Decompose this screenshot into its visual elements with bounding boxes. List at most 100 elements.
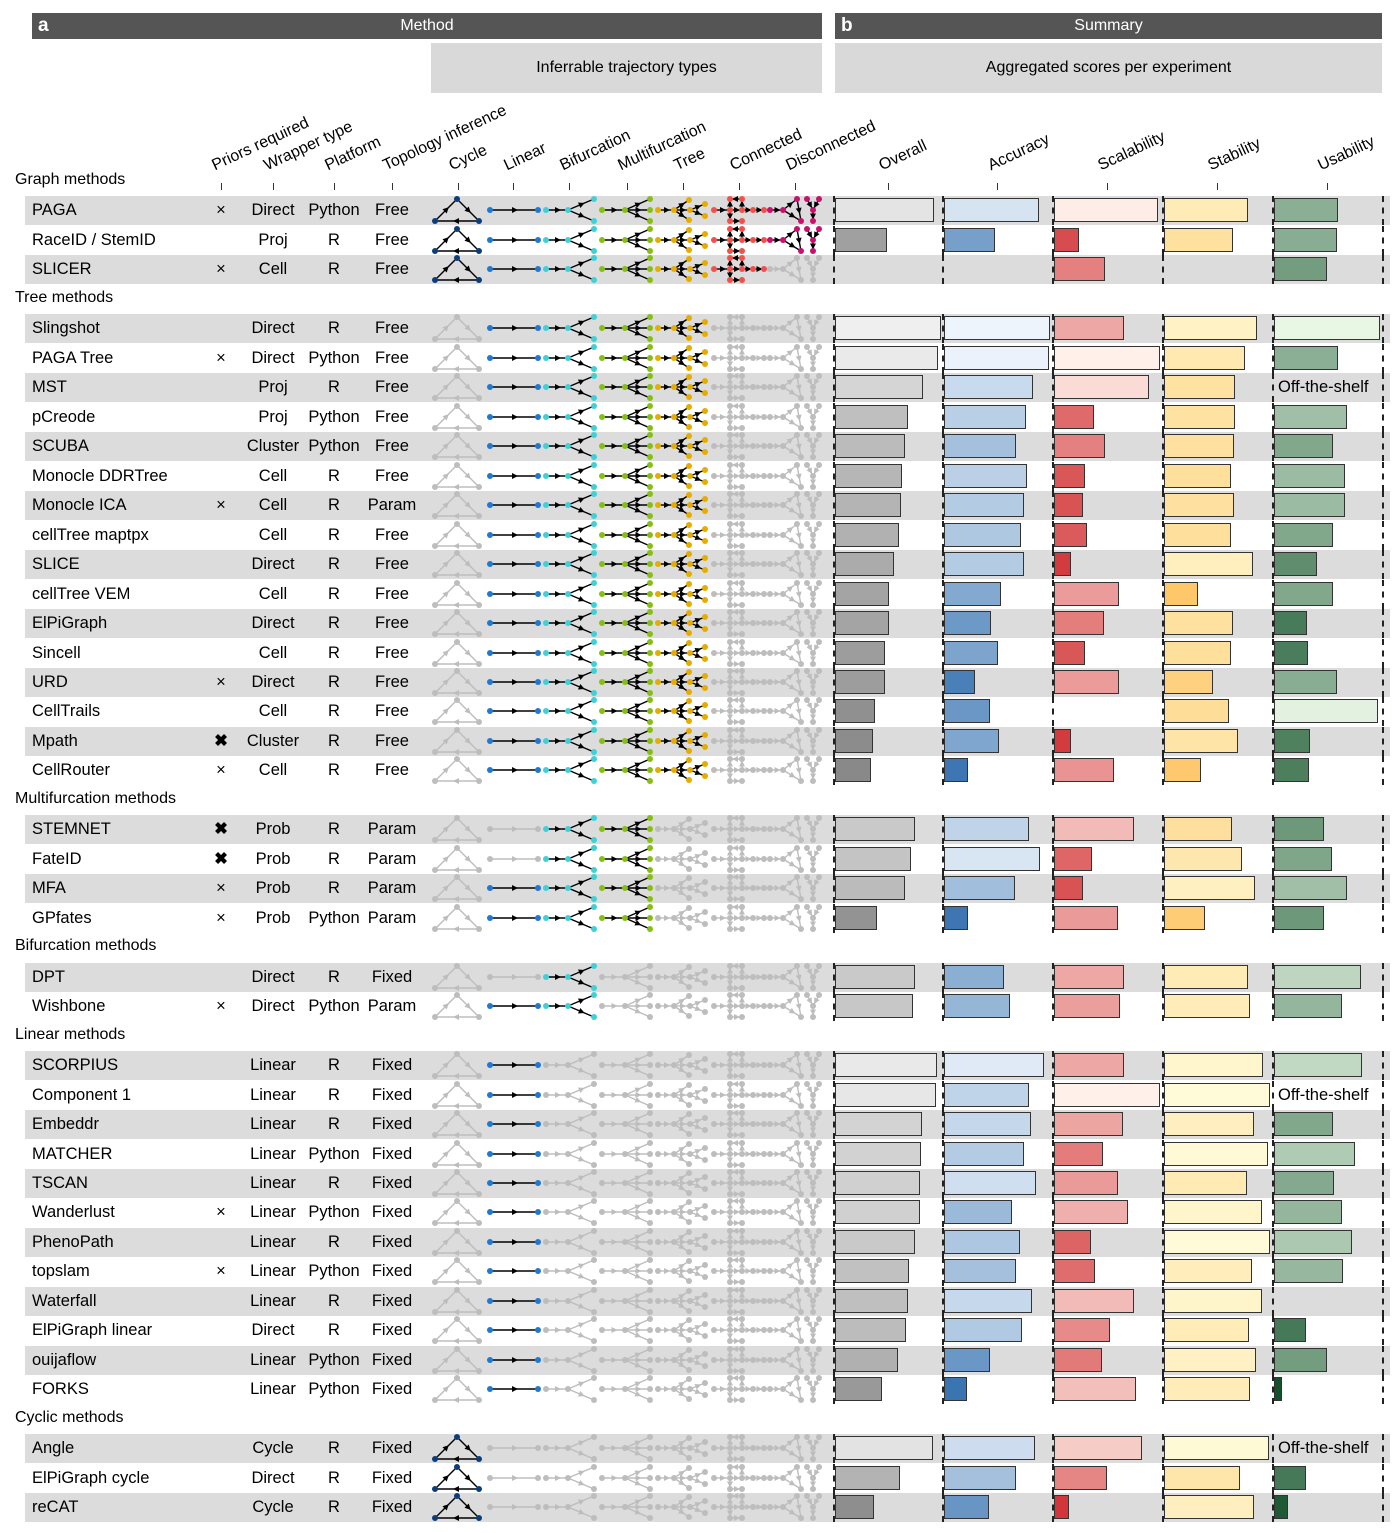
platform: R (328, 1232, 340, 1251)
multifurcation-trajectory-icon (599, 1463, 653, 1492)
accuracy-score-bar (944, 434, 1017, 459)
scalability-score-bar (1054, 817, 1134, 842)
connected-trajectory-icon (711, 962, 767, 991)
stability-score-bar (1164, 1170, 1247, 1195)
axis-dash (1272, 1168, 1274, 1198)
axis-dash (1052, 638, 1054, 668)
axis-dash (1052, 667, 1054, 697)
disconnected-trajectory-icon (767, 1139, 822, 1168)
axis-dash (942, 196, 944, 226)
tick-linear (513, 183, 514, 190)
accuracy-score-bar (944, 640, 999, 665)
accuracy-score-bar (944, 345, 1049, 370)
axis-dash (1052, 1139, 1054, 1169)
bifurcation-trajectory-icon (543, 1110, 597, 1139)
overall-score-bar (835, 198, 934, 223)
linear-trajectory-icon (487, 1474, 541, 1481)
axis-dash (1162, 1139, 1164, 1169)
axis-dash (1162, 1110, 1164, 1140)
axis-dash (1162, 491, 1164, 521)
axis-dash (1382, 815, 1384, 845)
axis-dash (1162, 1051, 1164, 1081)
linear-trajectory-icon (487, 1327, 541, 1334)
wrapper-type: Linear (250, 1085, 296, 1104)
connected-trajectory-icon (711, 314, 767, 343)
disconnected-trajectory-icon (767, 992, 822, 1021)
method-name: Waterfall (32, 1291, 97, 1310)
axis-dash (1382, 373, 1384, 403)
stability-score-bar (1164, 699, 1229, 724)
axis-dash (1052, 196, 1054, 226)
axis-dash (1382, 1080, 1384, 1110)
method-name: GPfates (32, 908, 92, 927)
usability-score-bar (1274, 1200, 1342, 1225)
axis-dash (833, 1080, 835, 1110)
axis-dash (1162, 874, 1164, 904)
axis-dash (942, 1198, 944, 1228)
method-row: Monocle ICA × Cell R Param (25, 491, 1390, 521)
cycle-trajectory-icon (432, 225, 482, 254)
accuracy-score-bar (944, 316, 1050, 341)
connected-trajectory-icon (711, 1168, 767, 1197)
axis-dash (942, 874, 944, 904)
column-label-cycle: Cycle (446, 141, 490, 175)
topology-inference: Free (375, 437, 409, 456)
axis-dash (833, 1198, 835, 1228)
axis-dash (1382, 314, 1384, 344)
method-row: CellTrails Cell R Free (25, 697, 1390, 727)
axis-dash (1162, 1286, 1164, 1316)
tree-trajectory-icon (655, 1317, 708, 1344)
axis-dash (1272, 844, 1274, 874)
bifurcation-trajectory-icon (543, 1316, 597, 1345)
axis-dash (1272, 697, 1274, 727)
method-name: FORKS (32, 1380, 89, 1399)
multifurcation-trajectory-icon (599, 874, 653, 903)
connected-trajectory-icon (711, 697, 767, 726)
platform: Python (308, 997, 360, 1016)
cycle-trajectory-icon (432, 1345, 482, 1374)
bifurcation-trajectory-icon (543, 550, 597, 579)
group-label: Tree methods (15, 288, 114, 306)
bifurcation-trajectory-icon (543, 1080, 597, 1109)
connected-trajectory-icon (711, 609, 767, 638)
tick-bifurcation (569, 183, 570, 190)
wrapper-type: Cell (258, 525, 288, 544)
platform: R (328, 1291, 340, 1310)
axis-dash (942, 1316, 944, 1346)
usability-score-bar (1274, 345, 1338, 370)
axis-dash (1382, 402, 1384, 432)
cycle-trajectory-icon (432, 903, 482, 932)
wrapper-type: Linear (250, 1144, 296, 1163)
axis-dash (1272, 756, 1274, 786)
axis-dash (942, 1434, 944, 1464)
overall-score-bar (835, 1436, 933, 1461)
priors-required-mark: × (216, 879, 226, 898)
disconnected-trajectory-icon (767, 550, 822, 579)
axis-dash (1272, 1375, 1274, 1405)
usability-score-bar (1274, 316, 1380, 341)
overall-score-bar (835, 493, 901, 518)
axis-dash (1272, 402, 1274, 432)
linear-trajectory-icon (487, 413, 541, 420)
accuracy-score-bar (944, 404, 1026, 429)
platform: Python (308, 1380, 360, 1399)
disconnected-trajectory-icon (767, 874, 822, 903)
axis-dash (942, 1345, 944, 1375)
axis-dash (1272, 962, 1274, 992)
connected-trajectory-icon (711, 1080, 767, 1109)
disconnected-trajectory-icon (767, 844, 822, 873)
axis-dash (833, 1493, 835, 1523)
cycle-trajectory-icon (432, 550, 482, 579)
topology-inference: Fixed (371, 1203, 413, 1222)
multifurcation-trajectory-icon (599, 1139, 653, 1168)
axis-dash (1272, 815, 1274, 845)
method-name: reCAT (32, 1498, 79, 1517)
disconnected-trajectory-icon (767, 1316, 822, 1345)
axis-dash (1162, 638, 1164, 668)
topology-inference: Fixed (371, 1380, 413, 1399)
method-row: PAGA Tree × Direct Python Free (25, 343, 1390, 373)
stability-score-bar (1164, 1318, 1249, 1343)
bifurcation-trajectory-icon (543, 1493, 597, 1522)
axis-dash (942, 815, 944, 845)
usability-score-bar (1274, 1259, 1343, 1284)
